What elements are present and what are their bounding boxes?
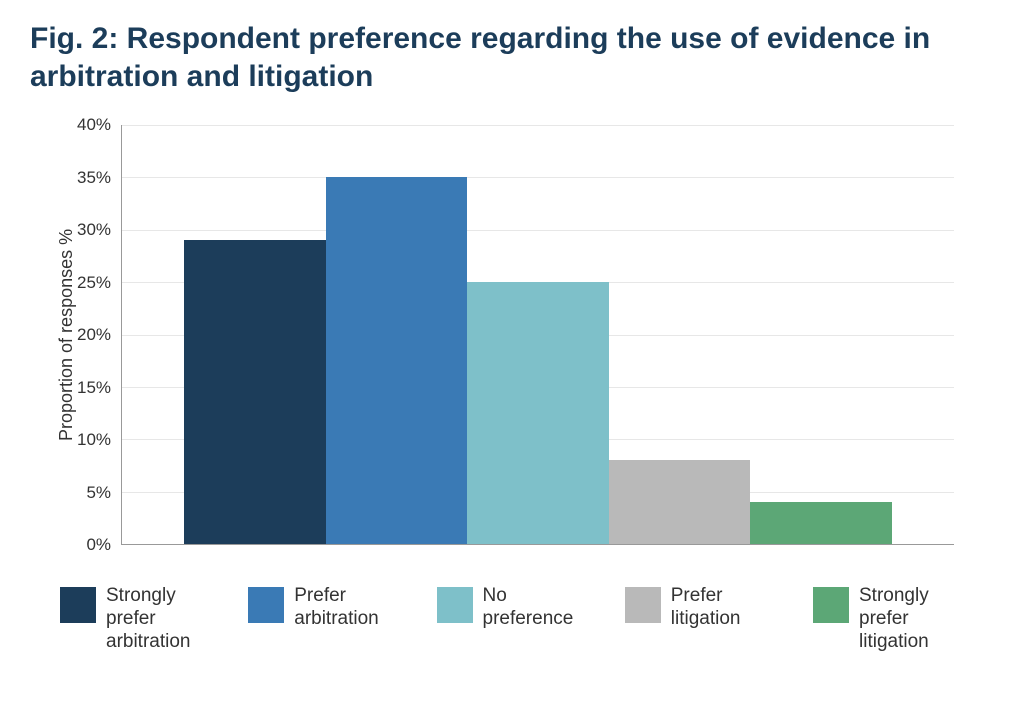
- legend-item: Strongly prefer litigation: [813, 585, 974, 653]
- legend-label: Strongly prefer arbitration: [106, 585, 221, 653]
- legend: Strongly prefer arbitration Prefer arbitr…: [60, 585, 974, 653]
- bars-container: [122, 125, 954, 544]
- bar-fill: [609, 460, 750, 544]
- bar-fill: [326, 177, 467, 544]
- legend-item: No preference: [437, 585, 598, 631]
- legend-label: Strongly prefer litigation: [859, 585, 974, 653]
- bar: [467, 125, 608, 544]
- legend-item: Prefer arbitration: [248, 585, 409, 631]
- legend-label: Prefer litigation: [671, 585, 786, 631]
- chart-area: Proportion of responses % 40%35%30%25%20…: [50, 125, 994, 545]
- bar: [326, 125, 467, 544]
- legend-swatch: [813, 587, 849, 623]
- legend-label: Prefer arbitration: [294, 585, 409, 631]
- legend-item: Prefer litigation: [625, 585, 786, 631]
- legend-swatch: [437, 587, 473, 623]
- chart-title: Fig. 2: Respondent preference regarding …: [30, 20, 994, 95]
- y-axis-label: Proportion of responses %: [50, 125, 77, 545]
- plot-area: [121, 125, 954, 545]
- legend-swatch: [625, 587, 661, 623]
- bar-fill: [467, 282, 608, 544]
- bar: [609, 125, 750, 544]
- y-axis-ticks: 40%35%30%25%20%15%10%5%0%: [77, 125, 121, 545]
- bar: [750, 125, 891, 544]
- legend-swatch: [60, 587, 96, 623]
- legend-item: Strongly prefer arbitration: [60, 585, 221, 653]
- legend-label: No preference: [483, 585, 598, 631]
- bar-fill: [184, 240, 325, 544]
- legend-swatch: [248, 587, 284, 623]
- bar-fill: [750, 502, 891, 544]
- bar: [184, 125, 325, 544]
